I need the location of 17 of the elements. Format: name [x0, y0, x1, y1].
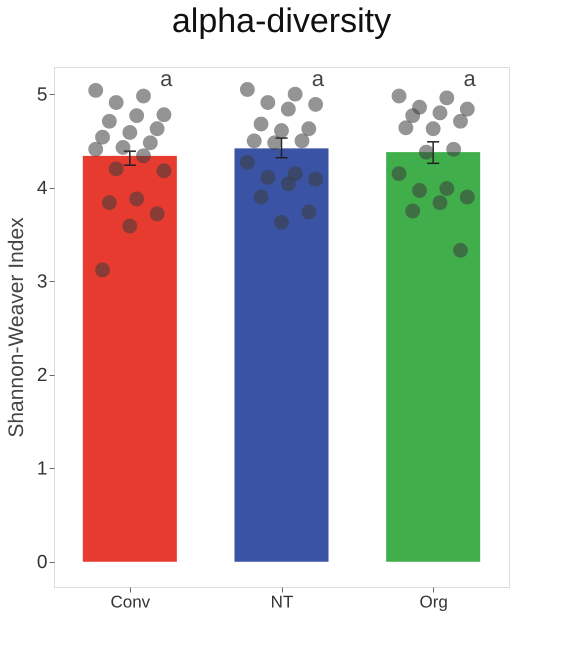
bar — [234, 148, 329, 562]
x-tick-label: Org — [419, 592, 448, 612]
annotation: a — [312, 66, 325, 91]
bar — [82, 156, 177, 562]
bar — [386, 152, 480, 562]
x-tick-label: Conv — [110, 592, 151, 612]
y-tick-label: 4 — [36, 178, 48, 200]
y-tick-label: 2 — [36, 365, 48, 386]
chart-title: alpha-diversity — [172, 2, 392, 40]
x-tick-label: NT — [270, 592, 294, 612]
annotation: a — [160, 66, 174, 91]
annotation: a — [463, 66, 476, 91]
y-axis-title: Shannon-Weaver Index — [4, 216, 28, 438]
y-tick-label: 0 — [36, 552, 48, 574]
y-tick-label: 3 — [36, 272, 48, 293]
y-tick-label: 5 — [36, 84, 48, 106]
y-tick-label: 1 — [36, 458, 48, 480]
